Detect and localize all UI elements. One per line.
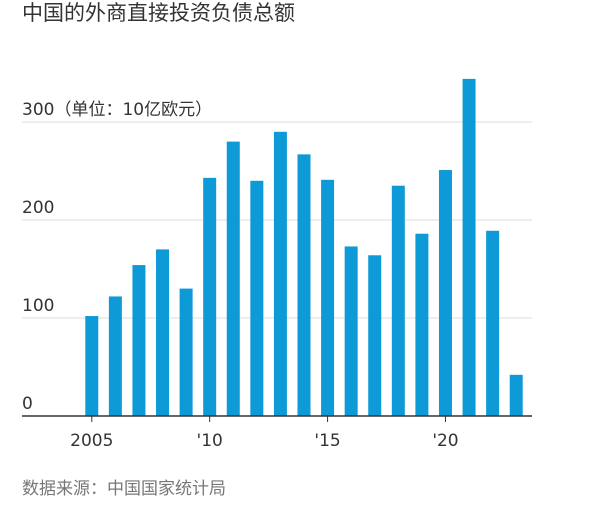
bar bbox=[108, 296, 122, 416]
bar bbox=[156, 249, 170, 416]
y-tick-value: 100 bbox=[22, 296, 54, 316]
y-tick-label: 200 bbox=[22, 198, 54, 218]
bar bbox=[179, 288, 193, 416]
bar bbox=[344, 246, 358, 416]
bar bbox=[415, 233, 429, 416]
bar bbox=[273, 131, 287, 417]
y-tick-label: 0 bbox=[22, 394, 33, 414]
bar bbox=[509, 374, 523, 416]
y-tick-value: 200 bbox=[22, 198, 54, 218]
x-tick-label: 2005 bbox=[70, 431, 113, 451]
bar bbox=[486, 230, 500, 416]
x-tick-label: '15 bbox=[314, 431, 340, 451]
bar bbox=[226, 141, 240, 416]
bar bbox=[391, 185, 405, 416]
bar bbox=[297, 154, 311, 416]
bar bbox=[321, 179, 335, 416]
x-tick-label: '10 bbox=[197, 431, 223, 451]
chart-title: 中国的外商直接投资负债总额 bbox=[22, 1, 295, 25]
y-unit-label: （单位：10亿欧元） bbox=[54, 100, 212, 120]
bar bbox=[438, 170, 452, 416]
y-tick-value: 0 bbox=[22, 394, 33, 414]
bar bbox=[250, 180, 264, 416]
y-tick-label: 100 bbox=[22, 296, 54, 316]
bar bbox=[368, 255, 382, 416]
bar bbox=[462, 78, 476, 416]
bar bbox=[132, 265, 146, 416]
source: 数据来源：中国国家统计局 bbox=[22, 479, 226, 499]
bar bbox=[85, 316, 99, 416]
x-tick-label: '20 bbox=[432, 431, 458, 451]
bar bbox=[203, 177, 217, 416]
y-tick-label: 300（单位：10亿欧元） bbox=[22, 100, 212, 120]
y-tick-value: 300 bbox=[22, 100, 54, 120]
